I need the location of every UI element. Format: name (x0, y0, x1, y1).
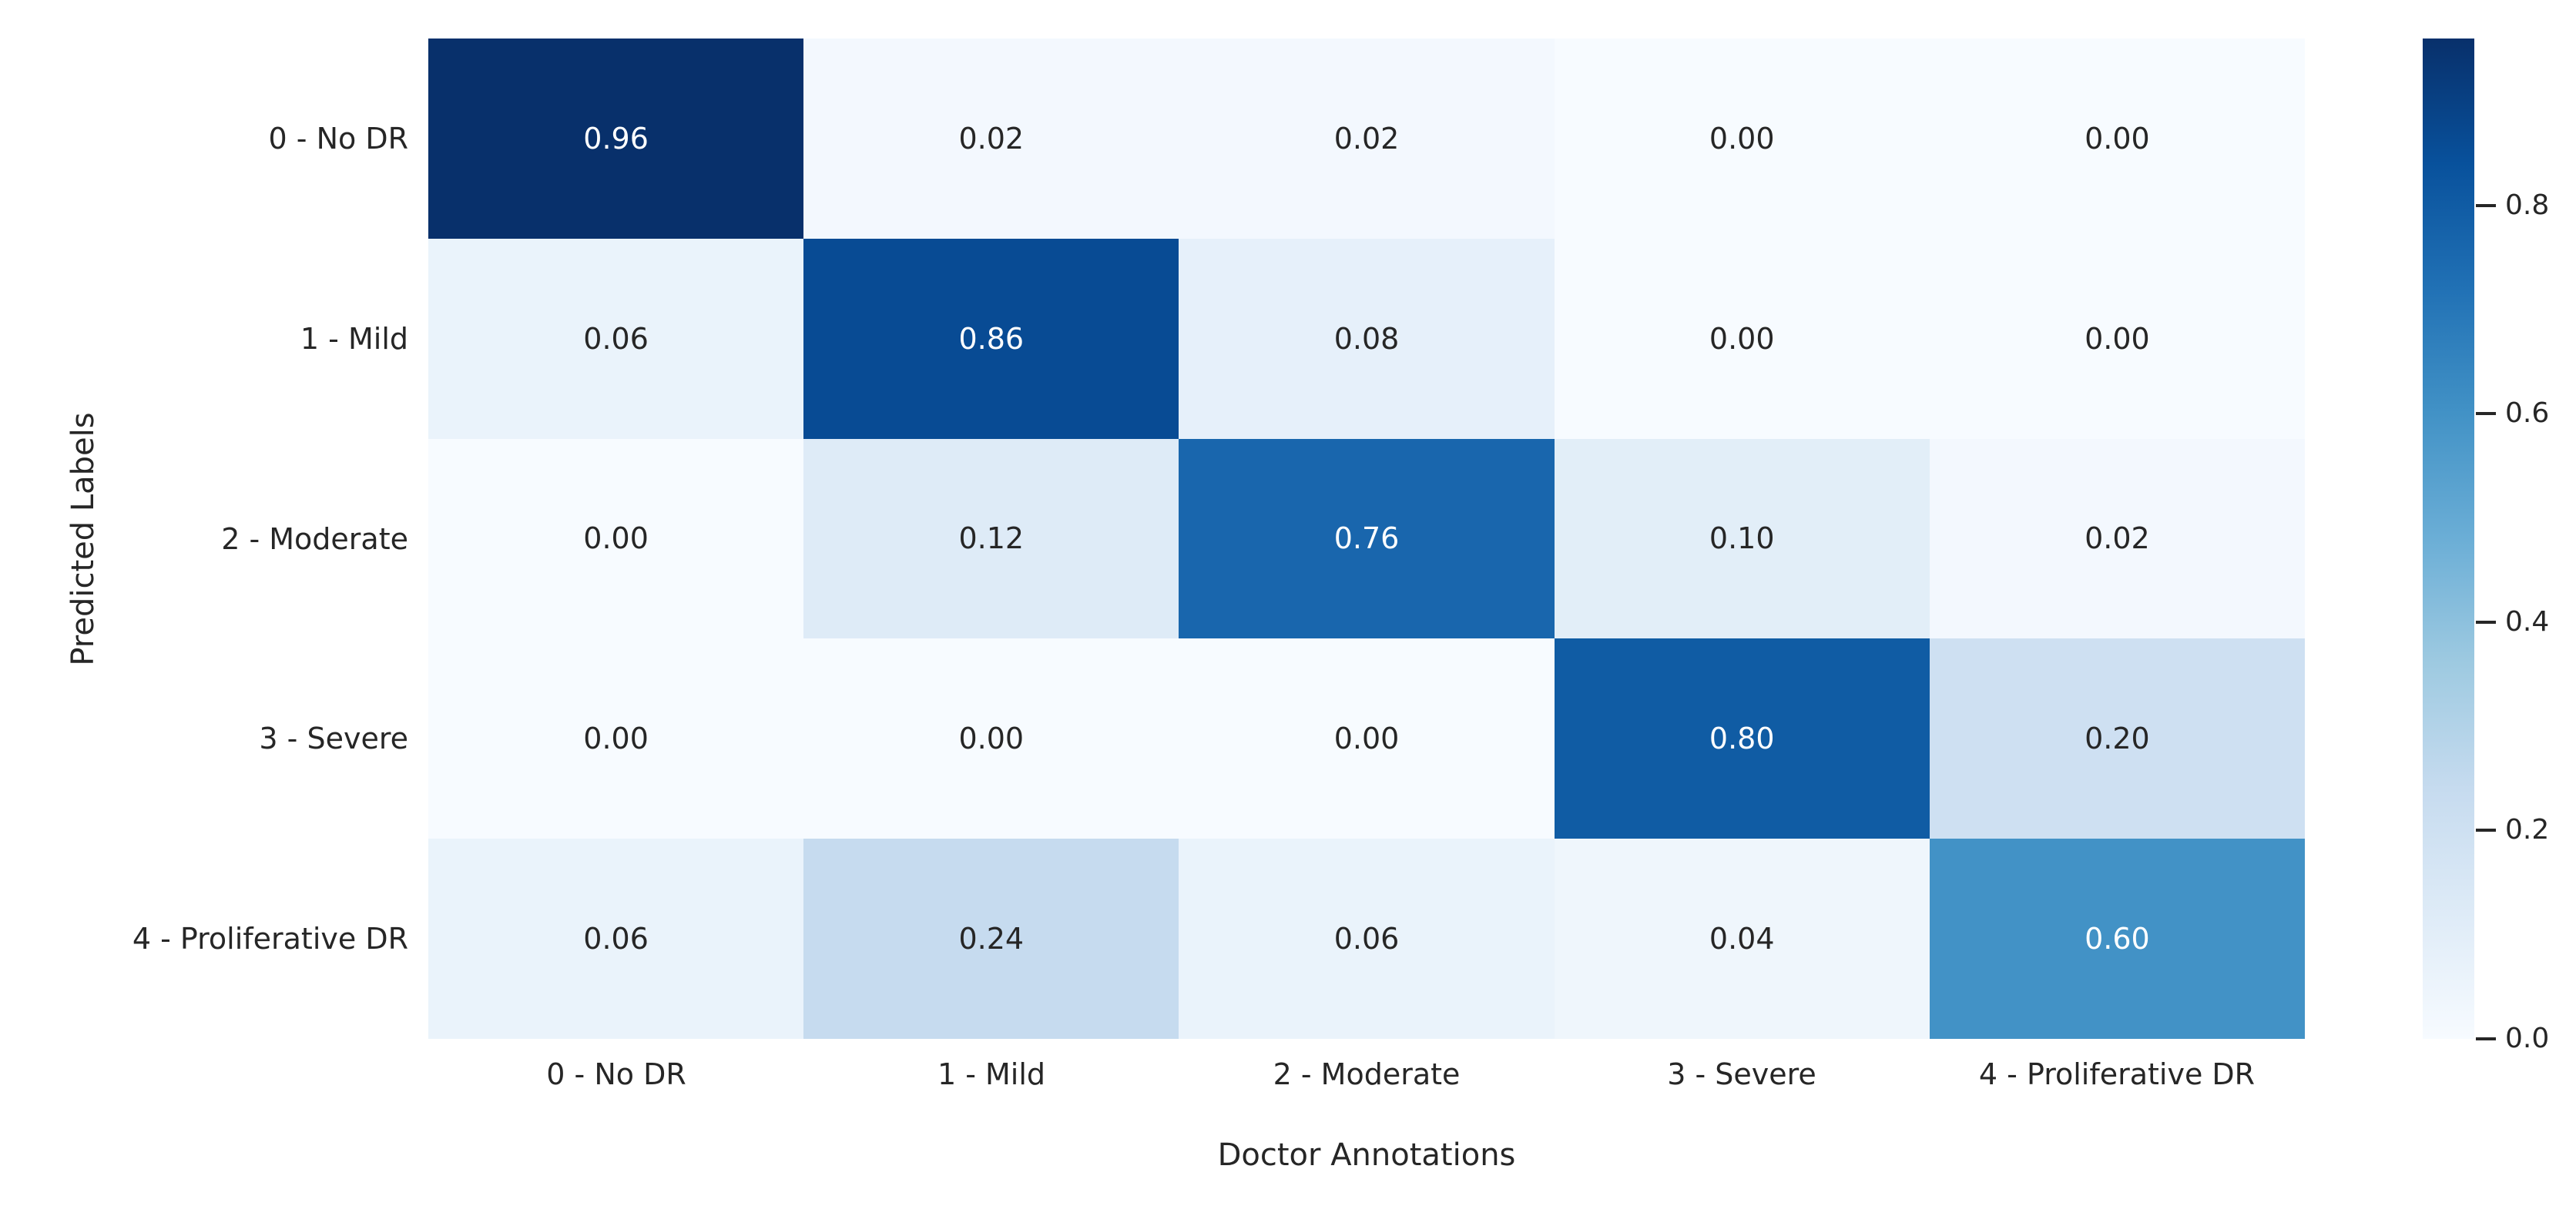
x-axis-title: Doctor Annotations (1217, 1137, 1516, 1173)
colorbar-tick-label: 0.2 (2505, 814, 2550, 846)
heatmap-cell-r2c3: 0.10 (1554, 438, 1930, 639)
heatmap-cell-r1c2: 0.08 (1179, 238, 1555, 439)
heatmap-cell-r2c4: 0.02 (1929, 438, 2305, 639)
y-tick-label-1: 1 - Mild (300, 322, 408, 356)
colorbar-tick-label: 0.8 (2505, 189, 2550, 221)
colorbar-tick-label: 0.4 (2505, 606, 2550, 638)
heatmap-cell-r0c4: 0.00 (1929, 39, 2305, 239)
heatmap-cell-r1c4: 0.00 (1929, 238, 2305, 439)
heatmap-cell-r4c3: 0.04 (1554, 839, 1930, 1039)
heatmap-cell-r1c1: 0.86 (803, 238, 1179, 439)
colorbar-tick-mark (2476, 829, 2496, 832)
heatmap-cell-r1c3: 0.00 (1554, 238, 1930, 439)
heatmap-cell-r2c1: 0.12 (803, 438, 1179, 639)
x-tick-label-2: 2 - Moderate (1273, 1057, 1461, 1091)
colorbar-tick-1: 0.6 (2476, 398, 2549, 429)
heatmap-cell-r3c3: 0.80 (1554, 638, 1930, 839)
colorbar-tick-mark (2476, 204, 2496, 207)
heatmap-cell-r2c0: 0.00 (428, 438, 804, 639)
heatmap-cell-r4c2: 0.06 (1179, 839, 1555, 1039)
heatmap-cell-r0c2: 0.02 (1179, 39, 1555, 239)
colorbar-tick-2: 0.4 (2476, 607, 2549, 638)
heatmap-cell-r0c0: 0.96 (428, 39, 804, 239)
heatmap-cell-r0c1: 0.02 (803, 39, 1179, 239)
heatmap-cell-r3c2: 0.00 (1179, 638, 1555, 839)
colorbar-tick-4: 0.0 (2476, 1023, 2549, 1054)
x-tick-label-4: 4 - Proliferative DR (1978, 1057, 2256, 1091)
y-tick-label-2: 2 - Moderate (221, 522, 408, 556)
heatmap-cell-r3c4: 0.20 (1929, 638, 2305, 839)
heatmap-grid: 0.96 0.02 0.02 0.00 0.00 0.06 0.86 0.08 … (428, 39, 2305, 1039)
colorbar-tick-3: 0.2 (2476, 815, 2549, 846)
heatmap-cell-r1c0: 0.06 (428, 238, 804, 439)
colorbar-tick-label: 0.6 (2505, 397, 2550, 429)
heatmap-cell-r3c1: 0.00 (803, 638, 1179, 839)
heatmap-cell-r4c0: 0.06 (428, 839, 804, 1039)
colorbar-tick-mark (2476, 412, 2496, 415)
colorbar (2423, 39, 2474, 1039)
colorbar-tick-0: 0.8 (2476, 190, 2549, 221)
y-tick-label-0: 0 - No DR (268, 122, 408, 156)
y-tick-label-3: 3 - Severe (259, 722, 408, 755)
heatmap-cell-r4c4: 0.60 (1929, 839, 2305, 1039)
x-tick-label-3: 3 - Severe (1667, 1057, 1816, 1091)
heatmap-cell-r4c1: 0.24 (803, 839, 1179, 1039)
x-tick-label-1: 1 - Mild (937, 1057, 1046, 1091)
heatmap-cell-r3c0: 0.00 (428, 638, 804, 839)
heatmap-cell-r0c3: 0.00 (1554, 39, 1930, 239)
colorbar-tick-mark (2476, 1037, 2496, 1040)
x-tick-label-0: 0 - No DR (546, 1057, 686, 1091)
colorbar-tick-label: 0.0 (2505, 1023, 2550, 1054)
colorbar-tick-mark (2476, 621, 2496, 624)
y-tick-label-4: 4 - Proliferative DR (132, 922, 408, 956)
heatmap-cell-r2c2: 0.76 (1179, 438, 1555, 639)
